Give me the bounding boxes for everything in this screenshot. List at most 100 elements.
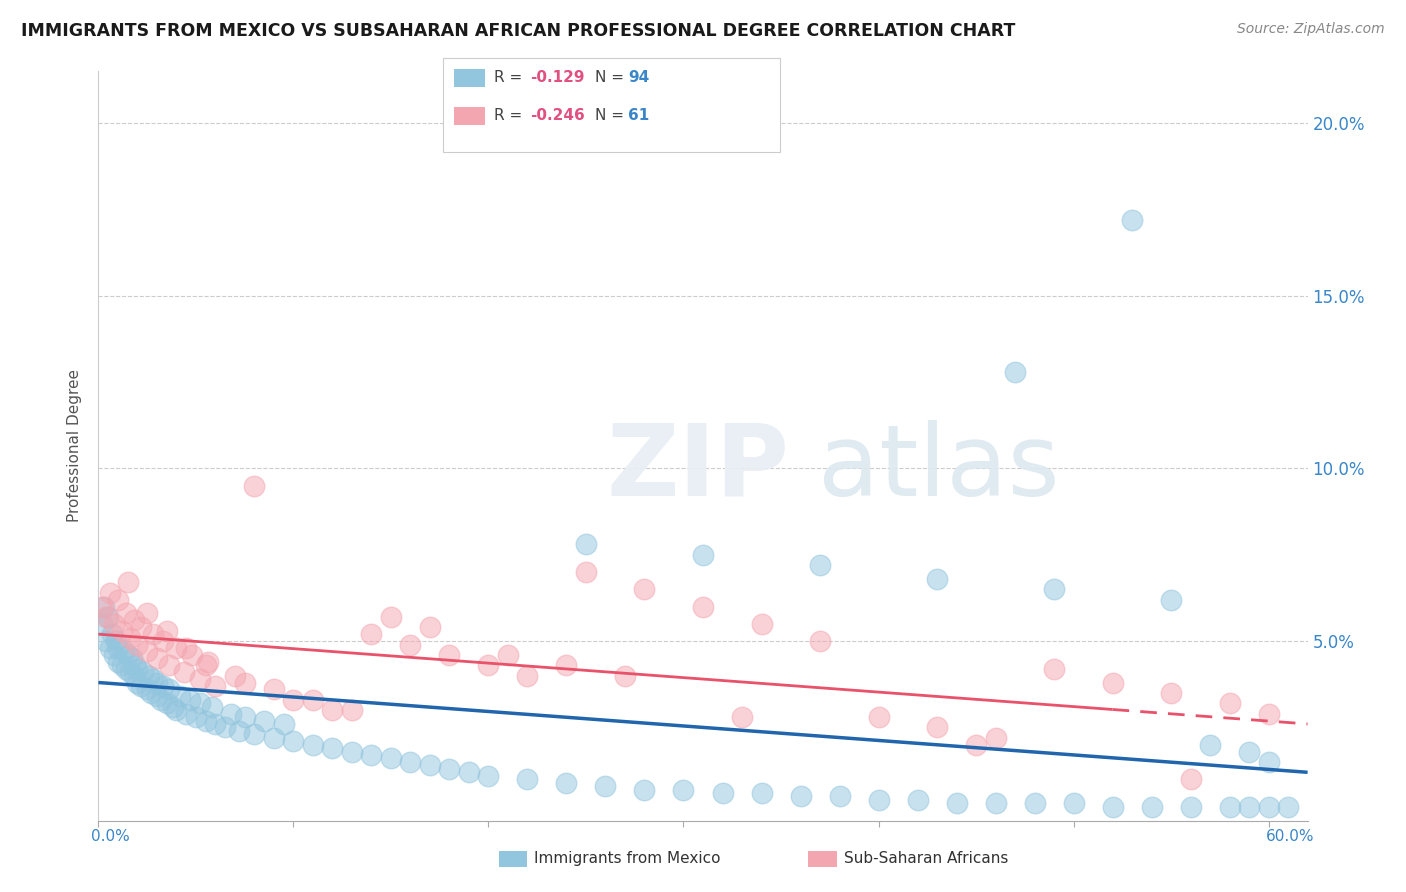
Point <box>1180 800 1202 814</box>
Point <box>399 755 422 769</box>
Point <box>181 648 204 662</box>
Point <box>439 762 461 776</box>
Point <box>633 582 655 597</box>
Point <box>219 706 242 721</box>
Point <box>131 620 153 634</box>
Point <box>96 610 118 624</box>
Point <box>477 769 499 783</box>
Point <box>117 648 139 662</box>
Text: N =: N = <box>595 70 628 85</box>
Point <box>204 717 226 731</box>
Point <box>121 651 143 665</box>
Point <box>1004 365 1026 379</box>
Point <box>1140 800 1163 814</box>
Point <box>1237 800 1260 814</box>
Point <box>139 686 162 700</box>
Point <box>97 610 120 624</box>
Point <box>360 747 382 762</box>
Point <box>179 693 201 707</box>
Text: ZIP: ZIP <box>606 420 789 517</box>
Point <box>194 658 217 673</box>
Text: atlas: atlas <box>818 420 1060 517</box>
Point <box>107 655 129 669</box>
Point <box>253 714 276 728</box>
Point <box>516 668 538 682</box>
Text: -0.246: -0.246 <box>530 109 585 123</box>
Point <box>107 592 129 607</box>
Point <box>1101 800 1123 814</box>
Text: Source: ZipAtlas.com: Source: ZipAtlas.com <box>1237 22 1385 37</box>
Point <box>243 479 266 493</box>
Point <box>162 699 184 714</box>
Point <box>184 710 207 724</box>
Point <box>751 616 773 631</box>
Point <box>360 627 382 641</box>
Point <box>188 696 211 710</box>
Point <box>173 665 195 680</box>
Point <box>146 675 169 690</box>
Point <box>103 616 125 631</box>
Point <box>138 668 160 682</box>
Point <box>204 679 226 693</box>
Point <box>516 772 538 787</box>
Point <box>340 703 363 717</box>
Point <box>156 624 179 638</box>
Point <box>156 696 179 710</box>
Point <box>302 693 325 707</box>
Point <box>575 565 598 579</box>
Text: N =: N = <box>595 109 628 123</box>
Point <box>399 638 422 652</box>
Point <box>283 734 305 748</box>
Point <box>118 665 141 680</box>
Y-axis label: Professional Degree: Professional Degree <box>67 369 83 523</box>
Point <box>111 658 134 673</box>
Point <box>233 710 256 724</box>
Point <box>419 758 441 772</box>
Point <box>1199 738 1222 752</box>
Point <box>419 620 441 634</box>
Point <box>751 786 773 800</box>
Point <box>152 679 174 693</box>
Point <box>157 658 180 673</box>
Point <box>111 624 134 638</box>
Point <box>174 640 197 655</box>
Point <box>118 631 141 645</box>
Point <box>101 627 124 641</box>
Point <box>136 682 159 697</box>
Point <box>1237 745 1260 759</box>
Point <box>925 572 948 586</box>
Point <box>98 640 121 655</box>
Point <box>439 648 461 662</box>
Point <box>302 738 325 752</box>
Point <box>142 672 165 686</box>
Point <box>1257 800 1279 814</box>
Point <box>731 710 754 724</box>
Point <box>165 640 187 655</box>
Text: 61: 61 <box>628 109 650 123</box>
Point <box>614 668 637 682</box>
Point <box>200 699 222 714</box>
Point <box>112 644 135 658</box>
Point <box>1043 662 1066 676</box>
Point <box>868 710 890 724</box>
Point <box>380 610 402 624</box>
Point <box>1043 582 1066 597</box>
Point <box>263 682 285 697</box>
Text: 94: 94 <box>628 70 650 85</box>
Point <box>136 644 159 658</box>
Point <box>633 782 655 797</box>
Point <box>131 679 153 693</box>
Point <box>789 789 811 804</box>
Point <box>321 741 343 756</box>
Point <box>496 648 519 662</box>
Point <box>228 723 250 738</box>
Point <box>96 634 118 648</box>
Point <box>136 607 159 621</box>
Point <box>214 720 236 734</box>
Point <box>107 640 129 655</box>
Point <box>165 703 187 717</box>
Point <box>984 797 1007 811</box>
Point <box>127 675 149 690</box>
Point <box>114 662 136 676</box>
Text: Sub-Saharan Africans: Sub-Saharan Africans <box>844 851 1008 865</box>
